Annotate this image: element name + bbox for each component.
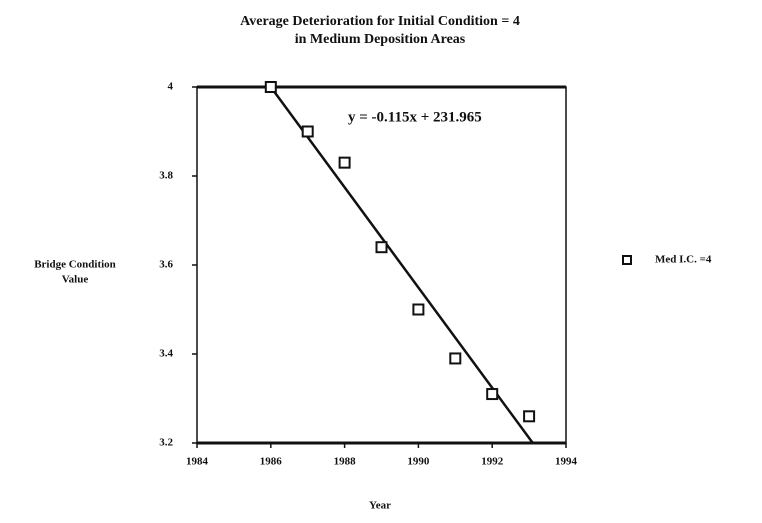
x-tick-label: 1988 xyxy=(334,456,357,468)
y-axis-label: Bridge Condition xyxy=(34,259,116,271)
data-point xyxy=(449,352,462,365)
data-point xyxy=(338,156,351,169)
x-tick-label: 1990 xyxy=(407,456,430,468)
x-tick-label: 1986 xyxy=(260,456,283,468)
data-point xyxy=(523,410,536,423)
y-tick-label: 4 xyxy=(168,81,174,93)
legend-label: Med I.C. =4 xyxy=(655,254,712,266)
chart-title: Average Deterioration for Initial Condit… xyxy=(240,14,520,29)
data-point xyxy=(412,303,425,316)
y-tick-label: 3.8 xyxy=(159,170,173,182)
legend-marker xyxy=(622,255,632,265)
trendline xyxy=(269,86,534,444)
data-point xyxy=(264,81,277,93)
y-tick-label: 3.2 xyxy=(159,437,173,449)
x-axis-label: Year xyxy=(369,500,391,512)
x-tick-label: 1994 xyxy=(555,456,578,468)
x-tick-label: 1992 xyxy=(481,456,504,468)
data-point xyxy=(375,241,388,254)
x-tick-label: 1984 xyxy=(186,456,209,468)
data-point xyxy=(486,388,499,401)
data-point xyxy=(301,125,314,138)
y-axis-label: Value xyxy=(62,274,89,286)
plot-frame xyxy=(196,86,567,444)
y-tick-label: 3.6 xyxy=(159,259,173,271)
chart-title: in Medium Deposition Areas xyxy=(295,32,466,47)
y-tick-label: 3.4 xyxy=(159,348,173,360)
trendline-equation: y = -0.115x + 231.965 xyxy=(348,109,482,125)
